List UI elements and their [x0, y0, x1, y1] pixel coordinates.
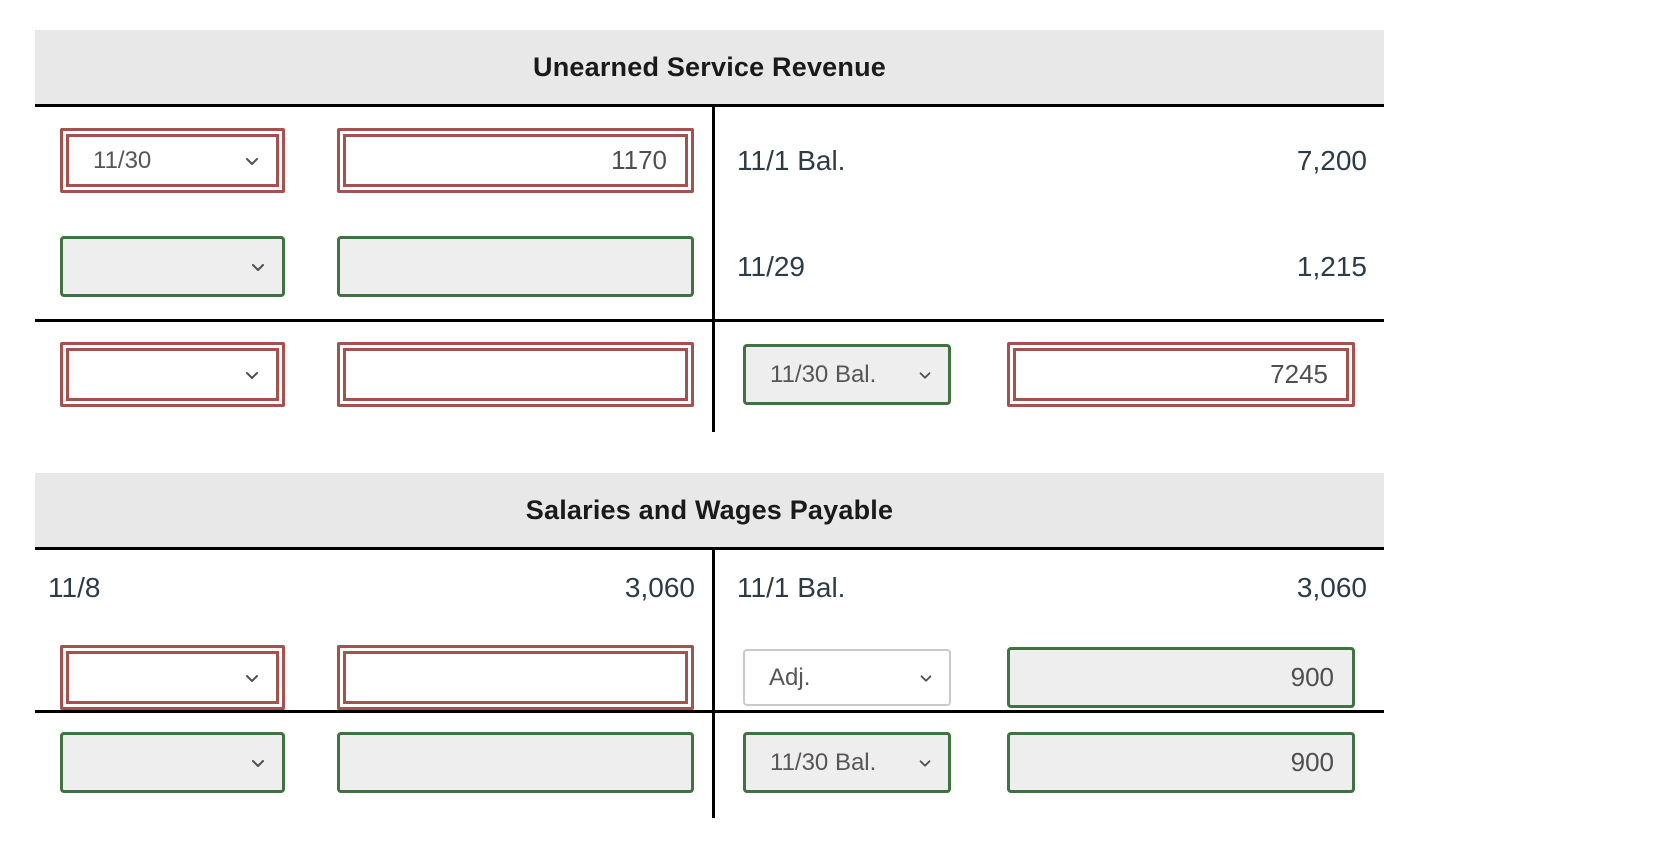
credit-cell: 11/30 Bal. — [715, 322, 1384, 407]
credit-cell: 11/29 1,215 — [715, 193, 1384, 319]
entry-date-label: 11/8 — [48, 572, 101, 603]
debit-amount-field — [337, 128, 694, 193]
debit-amount-field — [337, 236, 694, 297]
account-title: Salaries and Wages Payable — [525, 494, 894, 525]
account-row: 11/30 Bal. — [35, 322, 1384, 407]
credit-cell: 11/1 Bal. 7,200 — [715, 107, 1384, 193]
debit-balance-select[interactable] — [60, 732, 285, 793]
account-row: 11/29 1,215 — [35, 193, 1384, 319]
account-header: Salaries and Wages Payable — [35, 473, 1384, 550]
entry-date-label: 11/1 Bal. — [737, 144, 846, 176]
account-row: Adj. — [35, 608, 1384, 710]
credit-balance-select[interactable]: 11/30 Bal. — [743, 732, 951, 793]
total-rule-line — [35, 319, 1384, 322]
chevron-down-icon — [242, 668, 262, 688]
entry-amount: 7,200 — [1296, 144, 1367, 176]
entry-amount: 3,060 — [1296, 572, 1367, 603]
account-title: Unearned Service Revenue — [533, 51, 886, 82]
chevron-down-icon — [916, 754, 934, 772]
credit-balance-select[interactable]: 11/30 Bal. — [743, 344, 951, 405]
credit-balance-input[interactable] — [1016, 351, 1346, 398]
account-row: 11/8 3,060 11/1 Bal. 3,060 — [35, 550, 1384, 608]
credit-balance-input[interactable] — [1010, 735, 1352, 790]
t-account-unearned-service-revenue: Unearned Service Revenue 11/30 — [35, 30, 1384, 432]
debit-date-select[interactable] — [60, 236, 285, 297]
select-value: Adj. — [769, 663, 811, 691]
debit-cell — [35, 193, 715, 319]
debit-amount-input[interactable] — [340, 239, 691, 294]
debit-balance-select[interactable] — [60, 342, 285, 407]
divider-tail — [35, 407, 1384, 432]
debit-date-select[interactable]: 11/30 — [60, 128, 285, 193]
account-row: 11/30 Bal. — [35, 713, 1384, 793]
debit-balance-input[interactable] — [346, 351, 685, 398]
debit-cell: 11/8 3,060 — [35, 550, 715, 608]
entry-amount: 1,215 — [1296, 250, 1367, 282]
credit-cell: 11/30 Bal. — [715, 713, 1384, 793]
total-rule-line — [35, 710, 1384, 713]
select-value: 11/30 Bal. — [770, 360, 877, 388]
debit-cell: 11/30 — [35, 107, 715, 193]
t-account-salaries-wages-payable: Salaries and Wages Payable 11/8 3,060 11… — [35, 473, 1384, 818]
debit-amount-input[interactable] — [346, 654, 685, 701]
debit-balance-field — [337, 342, 694, 407]
debit-amount-field — [337, 645, 694, 710]
chevron-down-icon — [242, 365, 262, 385]
debit-date-select[interactable] — [60, 645, 285, 710]
chevron-down-icon — [248, 257, 268, 277]
chevron-down-icon — [242, 151, 262, 171]
credit-balance-field — [1007, 342, 1355, 407]
account-header: Unearned Service Revenue — [35, 30, 1384, 107]
credit-amount-field — [1007, 647, 1355, 708]
debit-balance-field — [337, 732, 694, 793]
debit-cell — [35, 713, 715, 793]
select-value: 11/30 Bal. — [770, 748, 877, 776]
entry-amount: 3,060 — [624, 572, 695, 603]
chevron-down-icon — [917, 669, 935, 687]
select-value: 11/30 — [93, 146, 152, 174]
credit-cell: Adj. — [715, 608, 1384, 710]
chevron-down-icon — [248, 753, 268, 773]
entry-date-label: 11/29 — [737, 250, 805, 282]
credit-balance-field — [1007, 732, 1355, 793]
debit-amount-input[interactable] — [346, 137, 685, 184]
divider-tail — [35, 793, 1384, 818]
debit-cell — [35, 608, 715, 710]
chevron-down-icon — [916, 366, 934, 384]
credit-amount-input[interactable] — [1010, 650, 1352, 705]
credit-adj-select[interactable]: Adj. — [743, 649, 951, 706]
account-row: 11/30 11/1 Bal. 7,200 — [35, 107, 1384, 193]
credit-cell: 11/1 Bal. 3,060 — [715, 550, 1384, 608]
entry-date-label: 11/1 Bal. — [737, 572, 846, 603]
debit-balance-input[interactable] — [340, 735, 691, 790]
debit-cell — [35, 322, 715, 407]
